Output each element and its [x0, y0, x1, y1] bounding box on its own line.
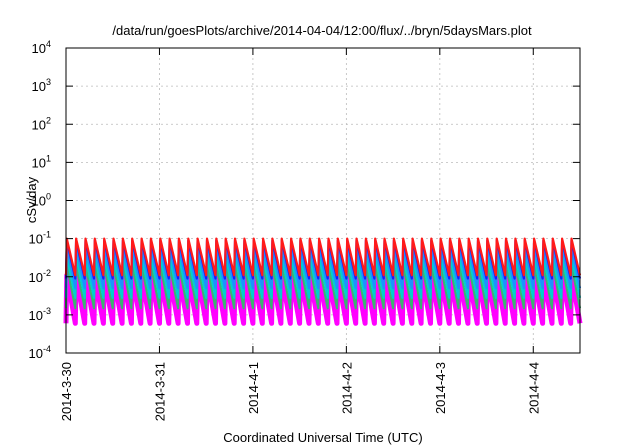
x-tick-label: 2014-3-30 [59, 362, 74, 421]
x-tick-label: 2014-4-1 [246, 362, 261, 414]
y-tick-label: 10-3 [29, 306, 51, 323]
x-tick-label: 2014-4-3 [433, 362, 448, 414]
y-tick-label: 10-1 [29, 230, 51, 247]
y-tick-label: 10-4 [29, 344, 51, 361]
chart-title: /data/run/goesPlots/archive/2014-04-04/1… [112, 23, 532, 38]
series-group [63, 237, 583, 326]
y-tick-label: 101 [32, 153, 51, 170]
x-tick-label: 2014-4-4 [526, 362, 541, 414]
series-line [64, 237, 582, 277]
y-tick-label: 102 [32, 115, 51, 132]
ticks: 10-4 10-3 10-2 10-1 100 101 102 103 104 2014-3-30… [29, 39, 580, 421]
x-axis-label: Coordinated Universal Time (UTC) [223, 430, 422, 445]
x-tick-label: 2014-4-2 [339, 362, 354, 414]
y-tick-label: 100 [32, 192, 51, 209]
x-tick-label: 2014-3-31 [152, 362, 167, 421]
y-tick-label: 104 [32, 39, 51, 56]
y-tick-label: 10-2 [29, 268, 51, 285]
y-tick-label: 103 [32, 77, 51, 94]
y-axis-label: cSv/day [24, 176, 39, 223]
